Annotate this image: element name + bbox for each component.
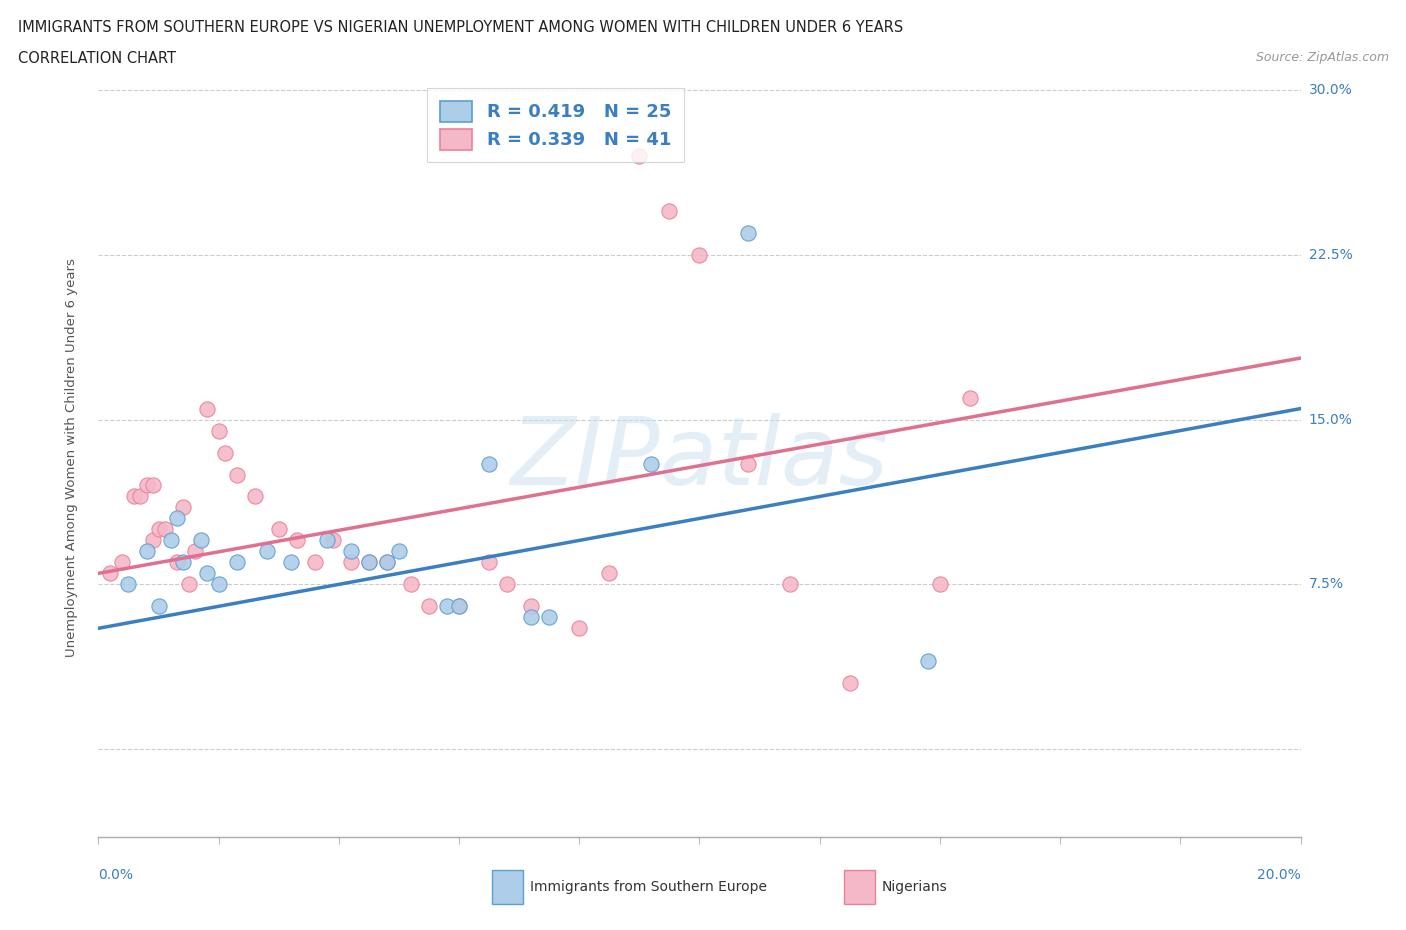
Point	[195, 401, 218, 416]
Point	[141, 478, 163, 493]
Point	[496, 577, 519, 591]
Text: CORRELATION CHART: CORRELATION CHART	[18, 51, 176, 66]
Point	[166, 511, 188, 525]
Point	[447, 599, 470, 614]
Point	[172, 555, 194, 570]
Text: 0.0%: 0.0%	[98, 868, 134, 882]
Point	[375, 555, 398, 570]
Point	[256, 544, 278, 559]
Point	[153, 522, 176, 537]
Point	[779, 577, 801, 591]
Point	[388, 544, 411, 559]
Point	[280, 555, 302, 570]
Point	[399, 577, 422, 591]
Point	[375, 555, 398, 570]
Text: 30.0%: 30.0%	[1309, 83, 1353, 97]
Point	[111, 555, 134, 570]
FancyBboxPatch shape	[844, 870, 875, 904]
Point	[243, 489, 266, 504]
Point	[357, 555, 380, 570]
Point	[148, 522, 170, 537]
Point	[285, 533, 308, 548]
Point	[737, 456, 759, 471]
Point	[225, 555, 247, 570]
Point	[225, 467, 247, 482]
Point	[917, 654, 939, 669]
Point	[838, 676, 860, 691]
Point	[148, 599, 170, 614]
Point	[208, 423, 231, 438]
Point	[214, 445, 236, 460]
Text: 22.5%: 22.5%	[1309, 247, 1353, 262]
Text: ZIPatlas: ZIPatlas	[510, 413, 889, 503]
Text: Source: ZipAtlas.com: Source: ZipAtlas.com	[1256, 51, 1389, 64]
Point	[959, 391, 981, 405]
Point	[135, 478, 157, 493]
Point	[195, 566, 218, 581]
Text: IMMIGRANTS FROM SOUTHERN EUROPE VS NIGERIAN UNEMPLOYMENT AMONG WOMEN WITH CHILDR: IMMIGRANTS FROM SOUTHERN EUROPE VS NIGER…	[18, 20, 904, 35]
Point	[478, 555, 501, 570]
Point	[929, 577, 952, 591]
Point	[100, 566, 122, 581]
Point	[436, 599, 458, 614]
Point	[598, 566, 620, 581]
Point	[688, 247, 710, 262]
Text: 7.5%: 7.5%	[1309, 578, 1344, 591]
Point	[478, 456, 501, 471]
Point	[141, 533, 163, 548]
Point	[159, 533, 181, 548]
Y-axis label: Unemployment Among Women with Children Under 6 years: Unemployment Among Women with Children U…	[65, 259, 77, 658]
Point	[315, 533, 337, 548]
Point	[166, 555, 188, 570]
Point	[267, 522, 290, 537]
Point	[568, 621, 591, 636]
FancyBboxPatch shape	[492, 870, 523, 904]
Point	[208, 577, 231, 591]
Point	[190, 533, 212, 548]
Point	[520, 610, 543, 625]
Point	[340, 544, 363, 559]
Point	[183, 544, 205, 559]
Point	[340, 555, 363, 570]
Legend: R = 0.419   N = 25, R = 0.339   N = 41: R = 0.419 N = 25, R = 0.339 N = 41	[427, 88, 683, 163]
Point	[177, 577, 200, 591]
Point	[520, 599, 543, 614]
Point	[538, 610, 561, 625]
Point	[640, 456, 662, 471]
Text: 20.0%: 20.0%	[1257, 868, 1301, 882]
Point	[322, 533, 344, 548]
Point	[129, 489, 152, 504]
Point	[447, 599, 470, 614]
Point	[658, 204, 681, 219]
Text: 15.0%: 15.0%	[1309, 413, 1353, 427]
Point	[135, 544, 157, 559]
Point	[418, 599, 440, 614]
Point	[172, 500, 194, 515]
Point	[628, 149, 651, 164]
Text: Immigrants from Southern Europe: Immigrants from Southern Europe	[530, 880, 768, 894]
Text: Nigerians: Nigerians	[882, 880, 948, 894]
Point	[117, 577, 139, 591]
Point	[304, 555, 326, 570]
Point	[737, 225, 759, 240]
Point	[124, 489, 146, 504]
Point	[357, 555, 380, 570]
